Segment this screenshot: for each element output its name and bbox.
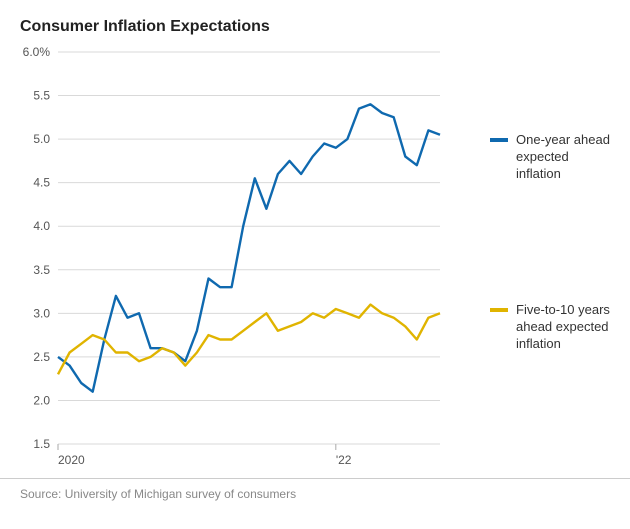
svg-text:2020: 2020 bbox=[58, 453, 85, 467]
svg-text:3.5: 3.5 bbox=[33, 263, 50, 277]
legend-item-0: One-year ahead expected inflation bbox=[490, 132, 610, 183]
inflation-expectations-chart: Consumer Inflation Expectations 1.5 2.0 2.… bbox=[0, 0, 630, 529]
svg-text:5.5: 5.5 bbox=[33, 89, 50, 103]
svg-text:6.0%: 6.0% bbox=[23, 45, 51, 59]
svg-text:2.0: 2.0 bbox=[33, 393, 50, 407]
chart-title: Consumer Inflation Expectations bbox=[20, 18, 610, 36]
legend-label: One-year ahead expected inflation bbox=[516, 132, 610, 183]
plot-area: 1.5 2.0 2.5 3.0 3.5 4.0 4.5 5.0 5.5 6.0% 2020 '22 O… bbox=[20, 42, 610, 472]
svg-text:3.0: 3.0 bbox=[33, 306, 50, 320]
svg-text:5.0: 5.0 bbox=[33, 132, 50, 146]
svg-text:1.5: 1.5 bbox=[33, 437, 50, 451]
series-line-0 bbox=[58, 104, 440, 391]
chart-source: Source: University of Michigan survey of… bbox=[0, 478, 630, 501]
legend-swatch bbox=[490, 308, 508, 312]
svg-text:'22: '22 bbox=[336, 453, 352, 467]
legend-item-1: Five-to-10 years ahead expected inflatio… bbox=[490, 302, 610, 353]
svg-text:4.0: 4.0 bbox=[33, 219, 50, 233]
legend-swatch bbox=[490, 138, 508, 142]
svg-text:2.5: 2.5 bbox=[33, 350, 50, 364]
legend-label: Five-to-10 years ahead expected inflatio… bbox=[516, 302, 610, 353]
series-line-1 bbox=[58, 305, 440, 375]
chart-svg: 1.5 2.0 2.5 3.0 3.5 4.0 4.5 5.0 5.5 6.0% 2020 '22 bbox=[20, 42, 610, 472]
svg-text:4.5: 4.5 bbox=[33, 176, 50, 190]
